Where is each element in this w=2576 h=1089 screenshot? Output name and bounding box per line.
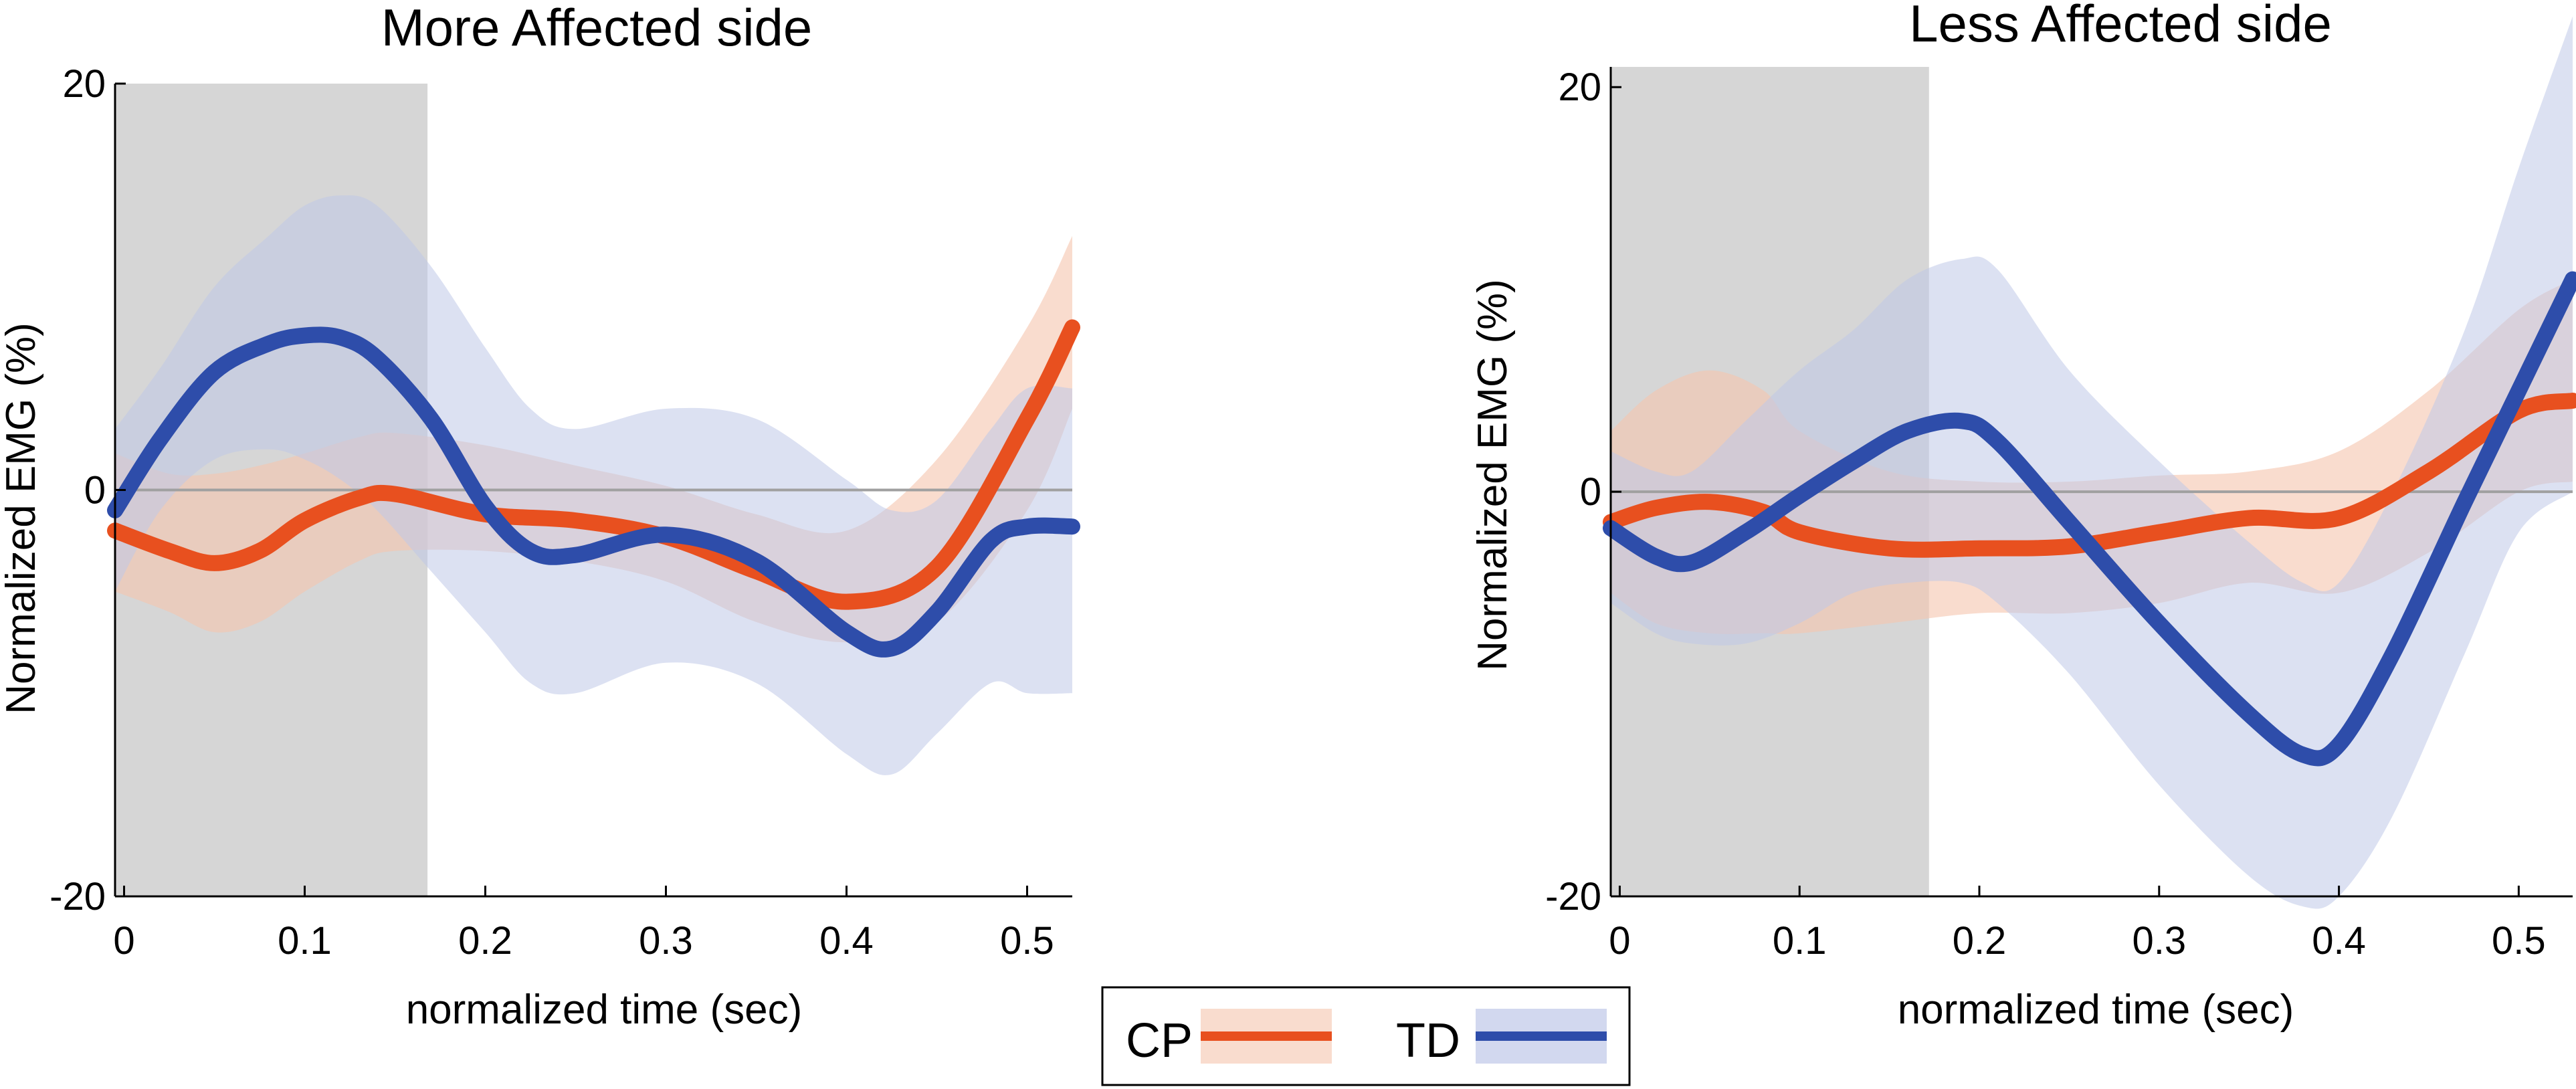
y-tick-label: 0: [84, 469, 106, 512]
chart-title: More Affected side: [381, 0, 813, 57]
legend-label-td: TD: [1396, 1014, 1460, 1068]
x-tick-label: 0: [1609, 919, 1630, 963]
x-tick-label: 0: [113, 919, 134, 963]
line-cp: [107, 319, 1080, 610]
y-tick-label: -20: [49, 875, 106, 918]
y-tick-label: 0: [1580, 470, 1601, 514]
legend-label-cp: CP: [1126, 1014, 1193, 1068]
x-axis-label: normalized time (sec): [1898, 987, 2294, 1033]
line-cp: [1603, 393, 2576, 558]
x-tick-label: 0.1: [1773, 919, 1827, 963]
chart-title: Less Affected side: [1909, 0, 2332, 53]
y-axis-label: Normalized EMG (%): [0, 322, 44, 714]
x-axis-label: normalized time (sec): [406, 987, 803, 1033]
x-tick-label: 0.3: [2132, 919, 2186, 963]
x-tick-label: 0.5: [2492, 919, 2546, 963]
x-tick-label: 0.4: [819, 919, 874, 963]
x-tick-label: 0.3: [639, 919, 693, 963]
legend: CP TD: [1101, 986, 1631, 1086]
y-axis-label: Normalized EMG (%): [1470, 279, 1516, 671]
x-tick-label: 0.2: [458, 919, 512, 963]
y-tick-label: 20: [62, 62, 106, 106]
line-td: [107, 326, 1080, 658]
x-tick-label: 0.4: [2312, 919, 2366, 963]
x-tick-label: 0.1: [278, 919, 332, 963]
x-tick-label: 0.5: [1000, 919, 1054, 963]
band-td: [1611, 16, 2573, 909]
y-tick-label: -20: [1545, 875, 1601, 918]
x-tick-label: 0.2: [1953, 919, 2007, 963]
line-td: [1603, 271, 2576, 767]
y-tick-label: 20: [1558, 66, 1601, 109]
